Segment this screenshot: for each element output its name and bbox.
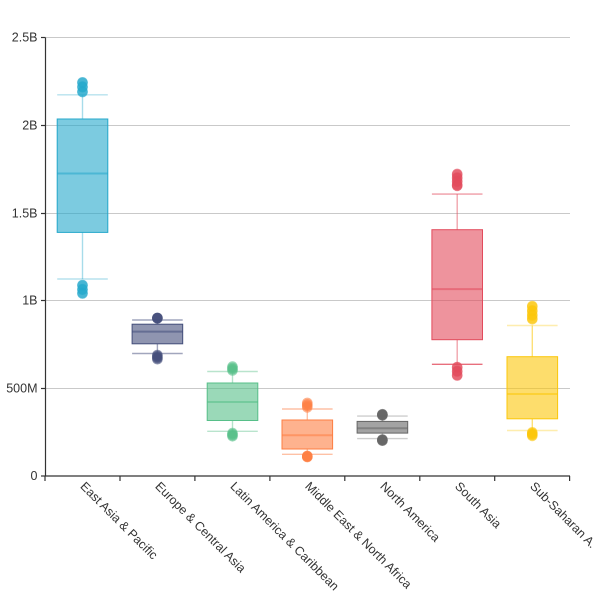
svg-text:2B: 2B <box>22 119 37 133</box>
svg-text:1.5B: 1.5B <box>12 207 38 221</box>
svg-text:1B: 1B <box>22 294 37 308</box>
svg-text:2.5B: 2.5B <box>12 31 38 45</box>
svg-text:0: 0 <box>31 469 38 483</box>
svg-text:500M: 500M <box>6 382 37 396</box>
